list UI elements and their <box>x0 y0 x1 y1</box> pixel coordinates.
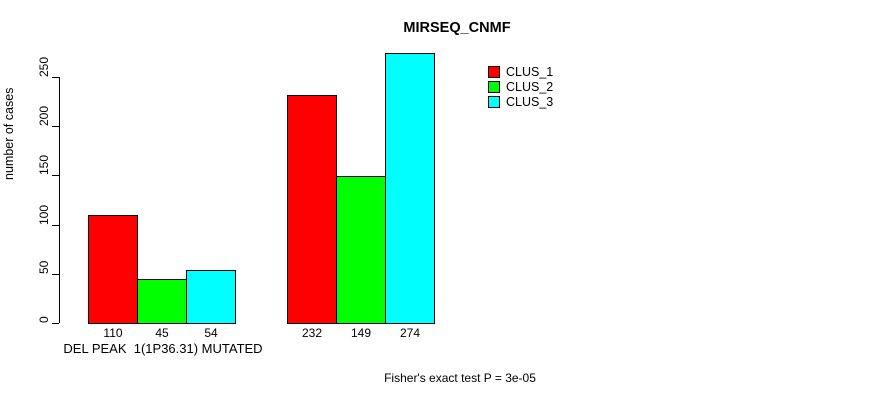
bar-clus_2-group1 <box>137 279 187 324</box>
legend-item-clus_3: CLUS_3 <box>488 96 553 108</box>
bar-value-label: 45 <box>155 326 169 340</box>
x-axis-title: DEL PEAK 1(1P36.31) MUTATED <box>63 341 263 356</box>
y-tick-mark <box>52 323 59 324</box>
legend-item-clus_1: CLUS_1 <box>488 66 553 78</box>
bar-value-label: 110 <box>103 326 123 340</box>
legend-item-clus_2: CLUS_2 <box>488 81 553 93</box>
bar-clus_1-group1 <box>88 215 138 324</box>
y-tick-mark <box>52 77 59 78</box>
bar-value-label: 274 <box>399 326 421 340</box>
bar-clus_1-group2 <box>287 95 337 324</box>
bar-value-label: 149 <box>350 326 372 340</box>
y-tick-mark <box>52 126 59 127</box>
fisher-test-annotation: Fisher's exact test P = 3e-05 <box>384 371 536 385</box>
legend-label: CLUS_3 <box>506 95 554 109</box>
legend-swatch <box>488 81 500 93</box>
legend-label: CLUS_1 <box>506 65 554 79</box>
bar-clus_3-group2 <box>385 53 435 324</box>
y-tick-mark <box>52 274 59 275</box>
y-tick-mark <box>52 225 59 226</box>
y-tick-mark <box>52 175 59 176</box>
y-axis-line <box>59 77 60 323</box>
bar-value-label: 232 <box>301 326 323 340</box>
bar-clus_3-group1 <box>186 270 236 324</box>
bar-value-label: 54 <box>204 326 218 340</box>
legend-swatch <box>488 96 500 108</box>
chart-title: MIRSEQ_CNMF <box>403 20 511 36</box>
bar-clus_2-group2 <box>336 176 386 324</box>
legend-label: CLUS_2 <box>506 80 554 94</box>
legend-swatch <box>488 66 500 78</box>
